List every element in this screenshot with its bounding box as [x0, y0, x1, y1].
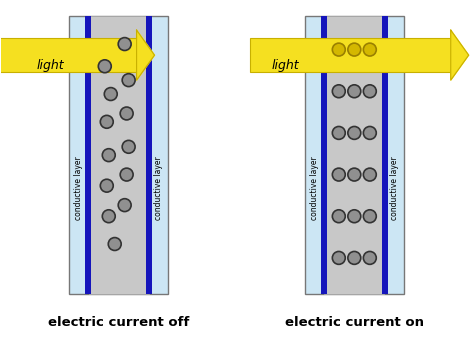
Circle shape [332, 127, 345, 139]
Text: electric current on: electric current on [285, 316, 424, 329]
Circle shape [348, 127, 361, 139]
Circle shape [364, 43, 376, 56]
Circle shape [122, 140, 135, 153]
Circle shape [332, 168, 345, 181]
Bar [146, 16, 152, 294]
Circle shape [122, 74, 135, 87]
Text: conductive layer: conductive layer [74, 157, 83, 221]
Bar [69, 16, 168, 294]
Text: conductive layer: conductive layer [154, 157, 163, 221]
Bar [321, 16, 327, 294]
Circle shape [118, 37, 131, 51]
Circle shape [108, 238, 121, 250]
Circle shape [332, 85, 345, 98]
Circle shape [98, 60, 111, 73]
Circle shape [348, 43, 361, 56]
Circle shape [102, 210, 115, 223]
Circle shape [364, 210, 376, 223]
Bar [89, 16, 148, 294]
Circle shape [348, 85, 361, 98]
Polygon shape [137, 30, 155, 80]
Circle shape [348, 168, 361, 181]
Circle shape [102, 149, 115, 162]
Polygon shape [451, 30, 469, 80]
Circle shape [348, 210, 361, 223]
Circle shape [100, 179, 113, 192]
Circle shape [120, 107, 133, 120]
Bar [382, 16, 388, 294]
Circle shape [364, 85, 376, 98]
Bar [305, 16, 404, 294]
Circle shape [364, 168, 376, 181]
Circle shape [120, 168, 133, 181]
Text: conductive layer: conductive layer [390, 157, 399, 221]
Bar [0, 39, 137, 72]
Text: light: light [36, 58, 64, 72]
Text: electric current off: electric current off [48, 316, 190, 329]
Circle shape [100, 115, 113, 128]
Text: conductive layer: conductive layer [310, 157, 319, 221]
Circle shape [332, 210, 345, 223]
Circle shape [364, 251, 376, 264]
Circle shape [104, 88, 117, 100]
Circle shape [118, 199, 131, 212]
Bar [250, 39, 451, 72]
Bar [85, 16, 91, 294]
Circle shape [364, 127, 376, 139]
Circle shape [332, 251, 345, 264]
Bar [325, 16, 384, 294]
Circle shape [332, 43, 345, 56]
Circle shape [348, 251, 361, 264]
Text: light: light [272, 58, 300, 72]
